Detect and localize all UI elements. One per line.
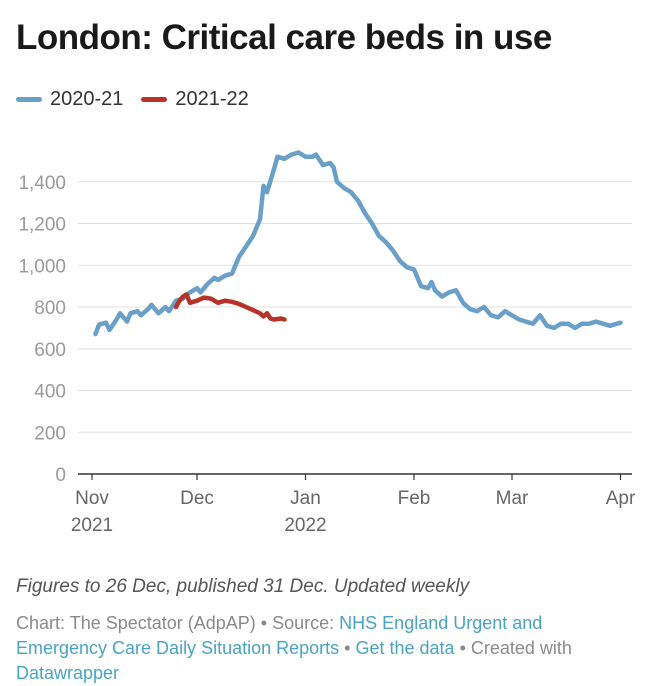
source-footer: Chart: The Spectator (AdpAP) • Source: N… [16,611,631,686]
legend-item-2020-21: 2020-21 [16,88,123,111]
x-tick-label: Nov [75,488,109,509]
get-data-link[interactable]: Get the data [355,638,455,658]
legend-item-2021-22: 2021-22 [141,88,249,111]
line-chart: 0 200 400 600 800 1,000 1,200 1,400 Nov 2021 Dec Ja… [18,150,636,536]
legend: 2020-21 2021-22 [16,88,249,111]
y-tick-label: 200 [34,423,66,444]
x-tick-label: Feb [398,488,431,509]
separator: • [344,638,351,658]
created-with-text: • Created with [459,638,572,658]
y-tick-label: 0 [55,465,66,486]
series-line-2021-22 [173,292,287,322]
y-tick-label: 1,200 [18,215,66,236]
legend-label-2021-22: 2021-22 [175,88,249,110]
chart-credit: Chart: The Spectator (AdpAP) • [16,613,268,633]
x-tick-year-label: 2022 [284,515,326,536]
y-tick-label: 800 [34,298,66,319]
x-tick-year-label: 2021 [71,515,113,536]
legend-swatch-2021-22 [141,97,168,102]
series-line-2020-21 [93,150,623,337]
legend-label-2020-21: 2020-21 [50,88,124,110]
legend-swatch-2020-21 [16,97,42,102]
y-tick-label: 1,000 [18,256,66,277]
y-tick-label: 600 [34,340,66,361]
datawrapper-link[interactable]: Datawrapper [16,663,120,683]
x-tick-label: Apr [606,488,636,509]
chart-title: London: Critical care beds in use [16,18,552,57]
y-tick-label: 1,400 [18,173,66,194]
x-tick-label: Dec [180,488,214,509]
x-tick-label: Jan [290,488,321,509]
source-link[interactable]: NHS England Urgent and Emergency Care Da… [16,613,543,658]
x-tick-label: Mar [496,488,529,509]
y-tick-label: 400 [34,382,66,403]
source-label: Source: [272,613,335,633]
chart-notes: Figures to 26 Dec, published 31 Dec. Upd… [16,576,470,597]
